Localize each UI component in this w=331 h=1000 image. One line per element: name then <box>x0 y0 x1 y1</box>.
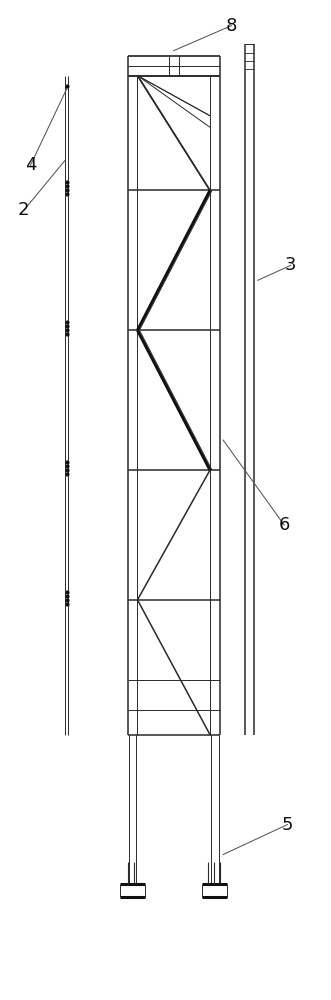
Text: 6: 6 <box>278 516 290 534</box>
Text: 5: 5 <box>282 816 293 834</box>
Text: 3: 3 <box>285 256 297 274</box>
Text: 2: 2 <box>18 201 29 219</box>
Text: 4: 4 <box>24 156 36 174</box>
Text: 8: 8 <box>226 17 237 35</box>
